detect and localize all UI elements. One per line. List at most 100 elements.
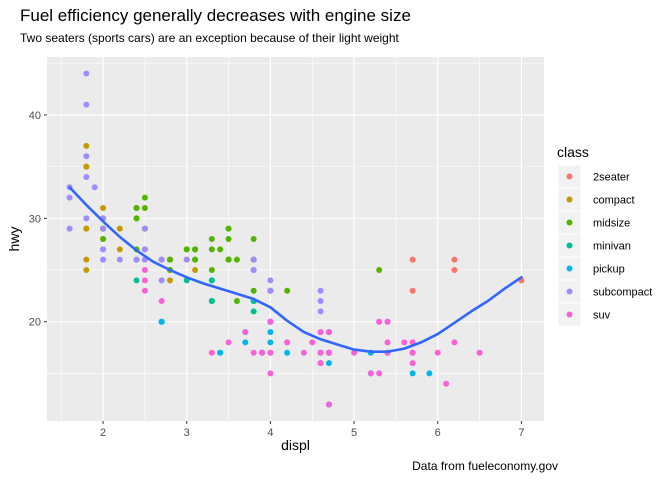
data-point-suv [284, 339, 291, 346]
data-point-minivan [208, 298, 215, 305]
data-point-subcompact [100, 246, 107, 253]
chart-title: Fuel efficiency generally decreases with… [20, 6, 411, 25]
data-point-midsize [208, 267, 215, 274]
legend-marker-minivan [566, 242, 573, 249]
data-point-subcompact [158, 256, 165, 263]
data-point-midsize [250, 287, 257, 294]
legend-marker-2seater [566, 173, 573, 180]
legend-marker-compact [566, 196, 573, 203]
data-point-midsize [225, 236, 232, 242]
data-point-2seater [451, 256, 458, 263]
data-point-subcompact [133, 256, 140, 263]
data-point-subcompact [83, 153, 90, 160]
plot-panel [47, 57, 544, 421]
data-point-suv [401, 339, 408, 346]
data-point-subcompact [267, 287, 274, 294]
data-point-midsize [192, 256, 199, 263]
data-point-compact [83, 163, 90, 170]
data-point-suv [225, 339, 232, 346]
x-axis-tick-labels: 2 3 4 5 6 7 [100, 427, 524, 439]
data-point-subcompact [83, 101, 90, 108]
data-point-pickup [284, 349, 291, 356]
data-point-subcompact [250, 256, 257, 263]
smooth-trend-line [68, 186, 523, 353]
data-point-suv [443, 380, 450, 387]
legend-label-midsize: midsize [593, 218, 630, 230]
data-point-suv [384, 339, 391, 346]
data-point-suv [267, 370, 274, 377]
data-point-pickup [158, 318, 165, 325]
x-tick-label: 6 [435, 427, 441, 439]
data-point-minivan [133, 277, 140, 284]
legend-label-subcompact: subcompact [593, 287, 652, 299]
data-point-suv [434, 349, 441, 356]
data-point-pickup [217, 349, 224, 356]
data-point-2seater [409, 256, 416, 263]
data-point-suv [409, 360, 416, 367]
data-point-minivan [208, 277, 215, 284]
data-point-subcompact [91, 184, 98, 191]
legend-marker-subcompact [566, 288, 573, 295]
data-point-compact [116, 225, 123, 232]
data-point-suv [409, 349, 416, 356]
data-point-suv [325, 401, 332, 408]
data-point-midsize [141, 194, 148, 201]
data-point-midsize [192, 246, 199, 253]
data-point-2seater [451, 267, 458, 274]
data-point-midsize [183, 246, 190, 253]
data-point-suv [259, 349, 266, 356]
data-point-midsize [225, 225, 232, 232]
data-point-midsize [166, 256, 173, 263]
data-point-compact [83, 225, 90, 232]
data-point-subcompact [66, 225, 73, 232]
data-point-suv [384, 318, 391, 325]
data-point-pickup [267, 339, 274, 346]
data-point-subcompact [317, 287, 324, 294]
data-point-suv [158, 298, 165, 305]
data-point-2seater [409, 287, 416, 294]
data-point-pickup [325, 360, 332, 367]
data-point-compact [192, 267, 199, 274]
data-point-subcompact [317, 308, 324, 315]
data-point-suv [208, 349, 215, 356]
x-tick-label: 7 [518, 427, 524, 439]
data-point-minivan [250, 308, 257, 315]
data-point-midsize [250, 236, 257, 242]
data-point-subcompact [141, 246, 148, 253]
legend-label-minivan: minivan [593, 241, 631, 253]
data-point-suv [317, 360, 324, 367]
data-point-suv [141, 267, 148, 274]
data-point-suv [242, 329, 249, 336]
x-axis-title: displ [281, 437, 310, 453]
data-point-suv [267, 349, 274, 356]
data-point-subcompact [267, 277, 274, 284]
data-point-subcompact [100, 256, 107, 263]
data-point-compact [166, 277, 173, 284]
data-point-compact [116, 246, 123, 253]
data-point-suv [317, 329, 324, 336]
data-point-suv [376, 370, 383, 377]
legend-label-suv: suv [593, 310, 611, 322]
data-point-midsize [208, 236, 215, 242]
legend: class 2seater compact midsize minivan pickup… [557, 144, 652, 327]
data-point-subcompact [83, 70, 90, 77]
data-point-suv [325, 329, 332, 336]
data-point-pickup [426, 370, 433, 377]
data-point-compact [83, 256, 90, 263]
data-point-subcompact [83, 215, 90, 222]
data-point-suv [367, 370, 374, 377]
x-tick-label: 2 [100, 427, 106, 439]
x-tick-label: 4 [267, 427, 273, 439]
x-tick-label: 5 [351, 427, 357, 439]
data-point-subcompact [141, 225, 148, 232]
legend-label-pickup: pickup [593, 264, 625, 276]
data-point-midsize [376, 267, 383, 274]
axis-ticks [44, 114, 522, 424]
legend-marker-midsize [566, 219, 573, 226]
y-tick-label: 20 [29, 317, 41, 329]
data-point-pickup [267, 329, 274, 336]
legend-label-2seater: 2seater [593, 172, 630, 184]
data-point-suv [300, 349, 307, 356]
data-point-midsize [225, 256, 232, 263]
